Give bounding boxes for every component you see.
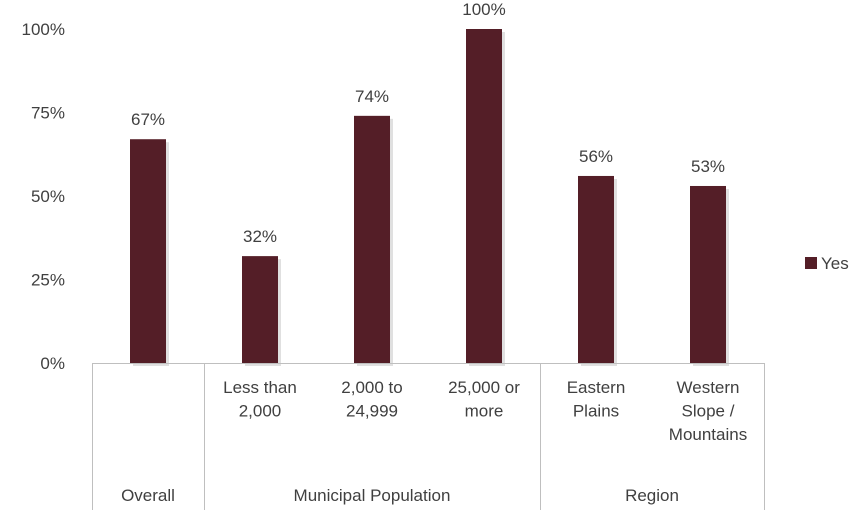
bars: [130, 29, 726, 363]
category-label-line: Plains: [573, 402, 619, 421]
y-tick-label: 50%: [31, 187, 65, 206]
bar: [690, 185, 726, 363]
y-tick-label: 100%: [22, 20, 65, 39]
category-label-line: Mountains: [669, 425, 747, 444]
category-label-line: Slope /: [682, 402, 735, 421]
category-label-line: 25,000 or: [448, 378, 520, 397]
bar: [466, 29, 502, 363]
bar: [578, 175, 614, 363]
category-label-line: 2,000: [239, 402, 282, 421]
data-label: 32%: [243, 227, 277, 246]
group-label: Region: [625, 486, 679, 505]
category-label: Western Slope / Mountains: [669, 378, 747, 444]
bar: [354, 115, 390, 363]
x-axis: Less than 2,000 2,000 to 24,999 25,000 or mor…: [92, 363, 765, 510]
y-tick-label: 75%: [31, 104, 65, 123]
group-label: Overall: [121, 486, 175, 505]
y-axis: 0% 25% 50% 75% 100%: [22, 20, 65, 373]
data-label: 53%: [691, 157, 725, 176]
category-label-line: Western: [677, 378, 740, 397]
bar: [242, 256, 278, 363]
y-tick-label: 0%: [40, 354, 65, 373]
category-label-line: Less than: [223, 378, 297, 397]
data-label: 67%: [131, 110, 165, 129]
y-tick-label: 25%: [31, 271, 65, 290]
bar: [130, 139, 166, 363]
legend: Yes: [805, 254, 849, 273]
category-label-line: Eastern: [567, 378, 626, 397]
data-labels: 67% 32% 74% 100% 56% 53%: [131, 0, 725, 246]
data-label: 56%: [579, 147, 613, 166]
category-label-line: 24,999: [346, 402, 398, 421]
category-label: Less than 2,000: [223, 378, 297, 421]
legend-swatch-yes: [805, 257, 817, 269]
bar-shadows: [133, 32, 729, 366]
category-label: 2,000 to 24,999: [341, 378, 402, 421]
data-label: 100%: [462, 0, 505, 19]
category-label: 25,000 or more: [448, 378, 520, 421]
group-label: Municipal Population: [294, 486, 451, 505]
category-label-line: 2,000 to: [341, 378, 402, 397]
category-label-line: more: [465, 402, 504, 421]
data-label: 74%: [355, 87, 389, 106]
legend-label-yes: Yes: [821, 254, 849, 273]
category-label: Eastern Plains: [567, 378, 626, 421]
